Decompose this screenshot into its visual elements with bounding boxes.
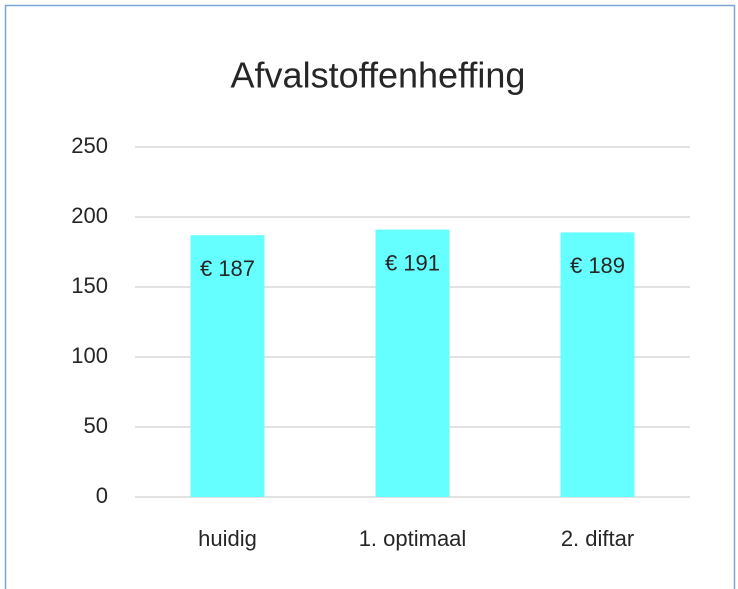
data-label: € 191 (385, 250, 440, 275)
x-tick-label: huidig (198, 526, 257, 551)
y-tick-label: 0 (96, 483, 108, 508)
bar (375, 229, 450, 497)
chart-title: Afvalstoffenheffing (231, 55, 526, 96)
y-tick-label: 200 (71, 203, 108, 228)
x-tick-label: 2. diftar (561, 526, 634, 551)
bar (190, 235, 265, 497)
bar (560, 232, 635, 497)
y-tick-label: 50 (84, 413, 108, 438)
data-label: € 189 (570, 253, 625, 278)
y-tick-label: 150 (71, 273, 108, 298)
x-tick-label: 1. optimaal (359, 526, 467, 551)
data-label: € 187 (200, 256, 255, 281)
y-tick-label: 250 (71, 133, 108, 158)
y-tick-label: 100 (71, 343, 108, 368)
chart-frame (4, 4, 736, 589)
